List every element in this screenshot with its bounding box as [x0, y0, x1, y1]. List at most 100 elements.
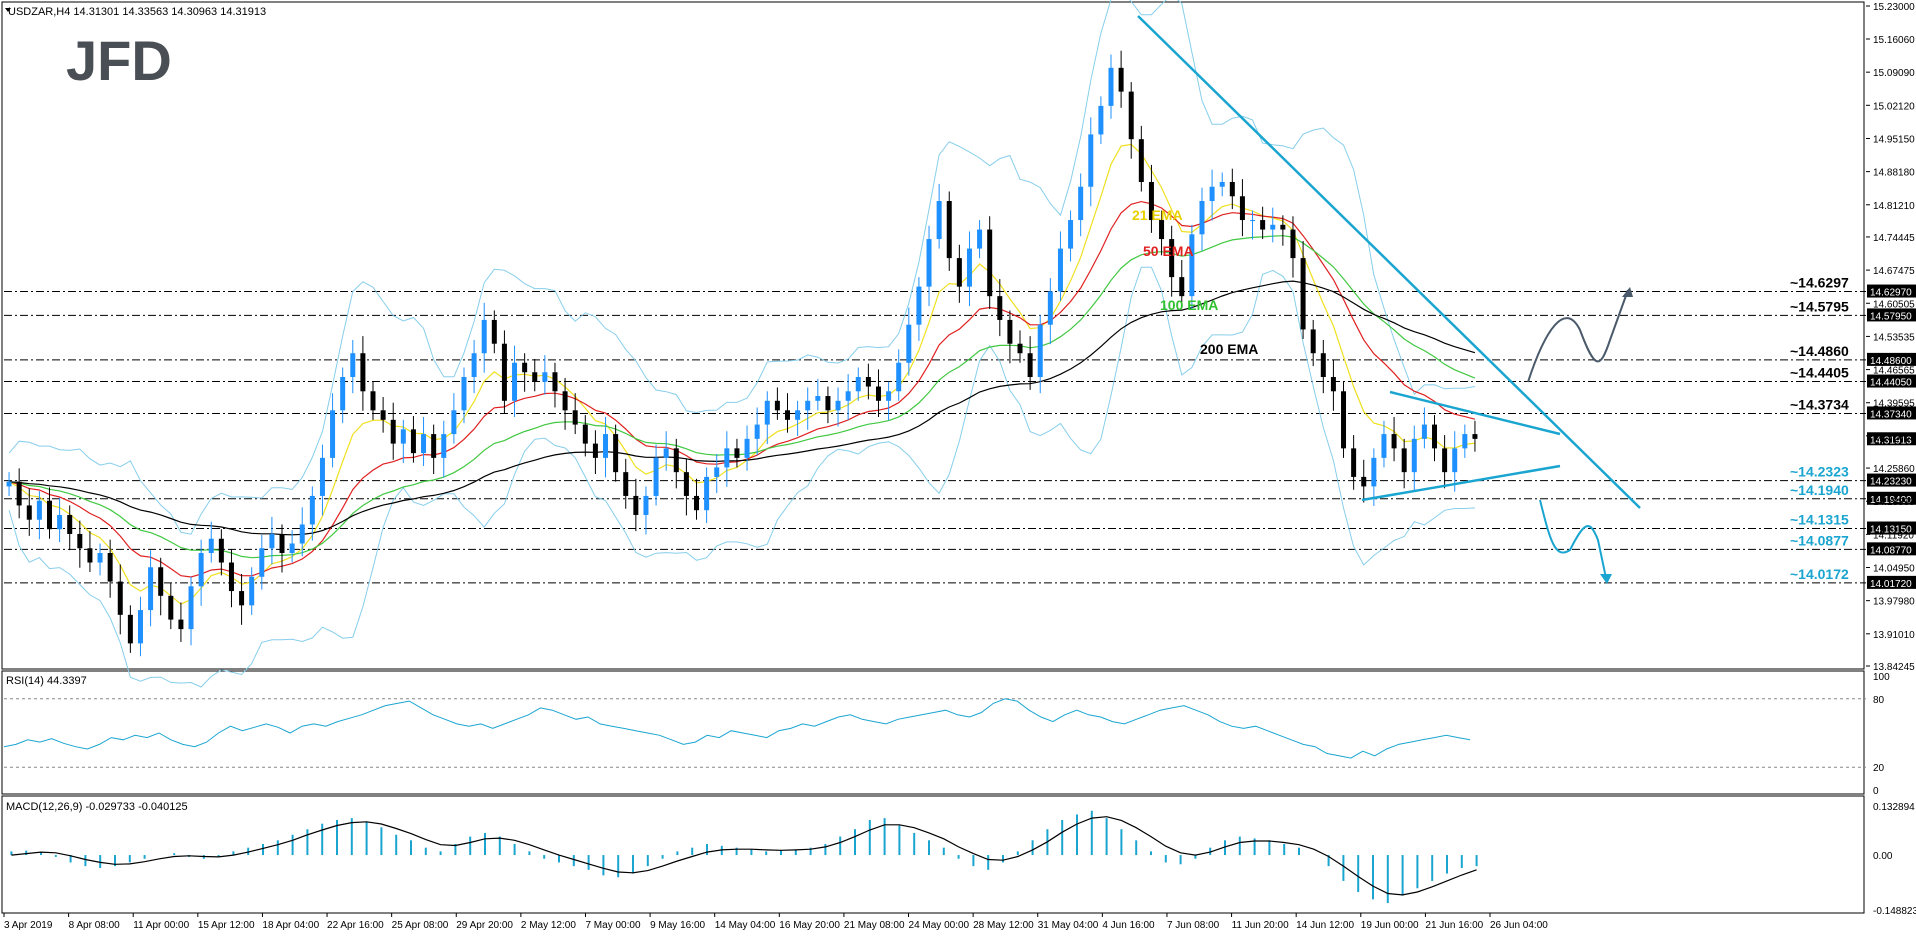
x-axis-tick-label: 14 Jun 12:00	[1296, 920, 1354, 931]
macd-signal-line	[11, 816, 1477, 896]
level-price-tag: 14.57950	[1867, 308, 1916, 322]
candle	[512, 345, 518, 417]
bullish-scenario-arrow	[1527, 289, 1629, 383]
candle	[815, 378, 821, 411]
candle	[936, 183, 942, 249]
x-axis-tick-label: 24 May 00:00	[909, 920, 970, 931]
candle	[117, 564, 123, 635]
ema-label: 21 EMA	[1132, 207, 1183, 223]
candle	[46, 487, 52, 539]
candle	[562, 377, 568, 430]
y-axis-tick-label: 15.09090	[1873, 68, 1915, 79]
candle	[168, 582, 174, 630]
candle	[340, 367, 346, 424]
candle	[1351, 435, 1357, 490]
candle	[855, 367, 861, 401]
level-label: ~14.3734	[1790, 396, 1849, 412]
level-price-tag-text: 14.44050	[1870, 378, 1912, 389]
candle	[1037, 315, 1043, 394]
rsi-tick-label: 80	[1873, 695, 1885, 706]
candle	[1179, 260, 1185, 306]
candle	[825, 386, 831, 424]
candle	[77, 520, 83, 568]
y-axis-tick-label: 14.74445	[1873, 233, 1915, 244]
x-axis-tick-label: 21 Jun 16:00	[1425, 920, 1483, 931]
x-axis-tick-label: 28 May 12:00	[973, 920, 1034, 931]
candle	[26, 488, 32, 536]
level-label: ~14.6297	[1790, 275, 1849, 291]
candle	[784, 393, 790, 433]
rsi-tick-label: 100	[1873, 672, 1890, 683]
level-price-tag: 14.01720	[1867, 575, 1916, 590]
level-price-tag-text: 14.23230	[1870, 477, 1912, 488]
candle	[198, 539, 204, 606]
y-axis-tick-label: 14.25860	[1873, 464, 1915, 475]
bollinger-lower	[8, 266, 1475, 688]
level-label: ~14.5795	[1790, 298, 1849, 314]
y-axis-tick-label: 14.11920	[1873, 530, 1914, 541]
candle	[582, 415, 588, 457]
candle	[633, 478, 639, 532]
candle	[228, 549, 234, 608]
candle	[1068, 210, 1074, 262]
x-axis-tick-label: 2 May 12:00	[521, 920, 576, 931]
candle	[1159, 210, 1165, 256]
candle	[613, 424, 619, 482]
level-price-tag-text: 14.08770	[1870, 545, 1912, 556]
candle	[360, 336, 366, 411]
candle	[259, 534, 265, 590]
candle	[552, 362, 558, 408]
level-label: ~14.0172	[1790, 566, 1849, 582]
candle	[805, 387, 811, 430]
ema-label: 200 EMA	[1200, 341, 1258, 357]
x-axis-tick-label: 4 Jun 16:00	[1102, 920, 1155, 931]
candle	[208, 521, 214, 563]
candle	[1169, 225, 1175, 297]
candle	[1148, 164, 1154, 233]
level-label: ~14.4405	[1790, 365, 1849, 381]
y-axis-tick-label: 15.02120	[1873, 101, 1915, 112]
candle	[1320, 339, 1326, 394]
candle	[1189, 224, 1195, 309]
candle	[724, 431, 730, 487]
x-axis-tick-label: 7 May 00:00	[585, 920, 640, 931]
level-price-tag: 14.37340	[1867, 406, 1916, 420]
candle	[350, 339, 356, 394]
x-axis-tick-label: 26 Jun 04:00	[1490, 920, 1548, 931]
candle	[421, 416, 427, 466]
candle	[1280, 215, 1286, 246]
x-axis-tick-label: 8 Apr 08:00	[69, 920, 121, 931]
level-price-tag-text: 14.01720	[1870, 579, 1912, 590]
level-price-tag: 14.48600	[1867, 352, 1916, 367]
candle	[309, 486, 315, 541]
candle	[1290, 216, 1296, 278]
candle	[97, 543, 103, 576]
x-axis-tick-label: 18 Apr 04:00	[262, 920, 319, 931]
candle	[1260, 206, 1266, 240]
candle	[886, 381, 892, 421]
candle	[1391, 416, 1397, 462]
arrow-up-icon	[1622, 287, 1633, 297]
candle	[57, 497, 63, 543]
candle	[249, 567, 255, 615]
level-price-tag-text: 14.48600	[1870, 356, 1912, 367]
x-axis-tick-label: 7 Jun 08:00	[1167, 920, 1220, 931]
candle	[137, 596, 143, 657]
candle	[1078, 173, 1084, 237]
candle	[158, 557, 164, 616]
level-price-tag: 14.19400	[1867, 491, 1916, 506]
jfd-logo: JFD	[66, 29, 172, 92]
candle	[1138, 125, 1144, 192]
x-axis-tick-label: 25 Apr 08:00	[392, 920, 449, 931]
bollinger-upper	[8, 0, 1475, 535]
level-label: ~14.1315	[1790, 512, 1849, 528]
candle	[522, 353, 528, 392]
candle	[542, 355, 548, 395]
collapse-arrow-icon[interactable]	[5, 8, 11, 12]
triangle-lower-line	[1361, 464, 1561, 502]
candle	[1442, 435, 1448, 489]
level-price-tag: 14.08770	[1867, 542, 1916, 556]
chart-header: USDZAR,H4 14.31301 14.33563 14.30963 14.…	[8, 6, 266, 18]
y-axis-tick-label: 14.18890	[1873, 497, 1915, 508]
y-axis-tick-label: 14.81210	[1873, 201, 1915, 212]
